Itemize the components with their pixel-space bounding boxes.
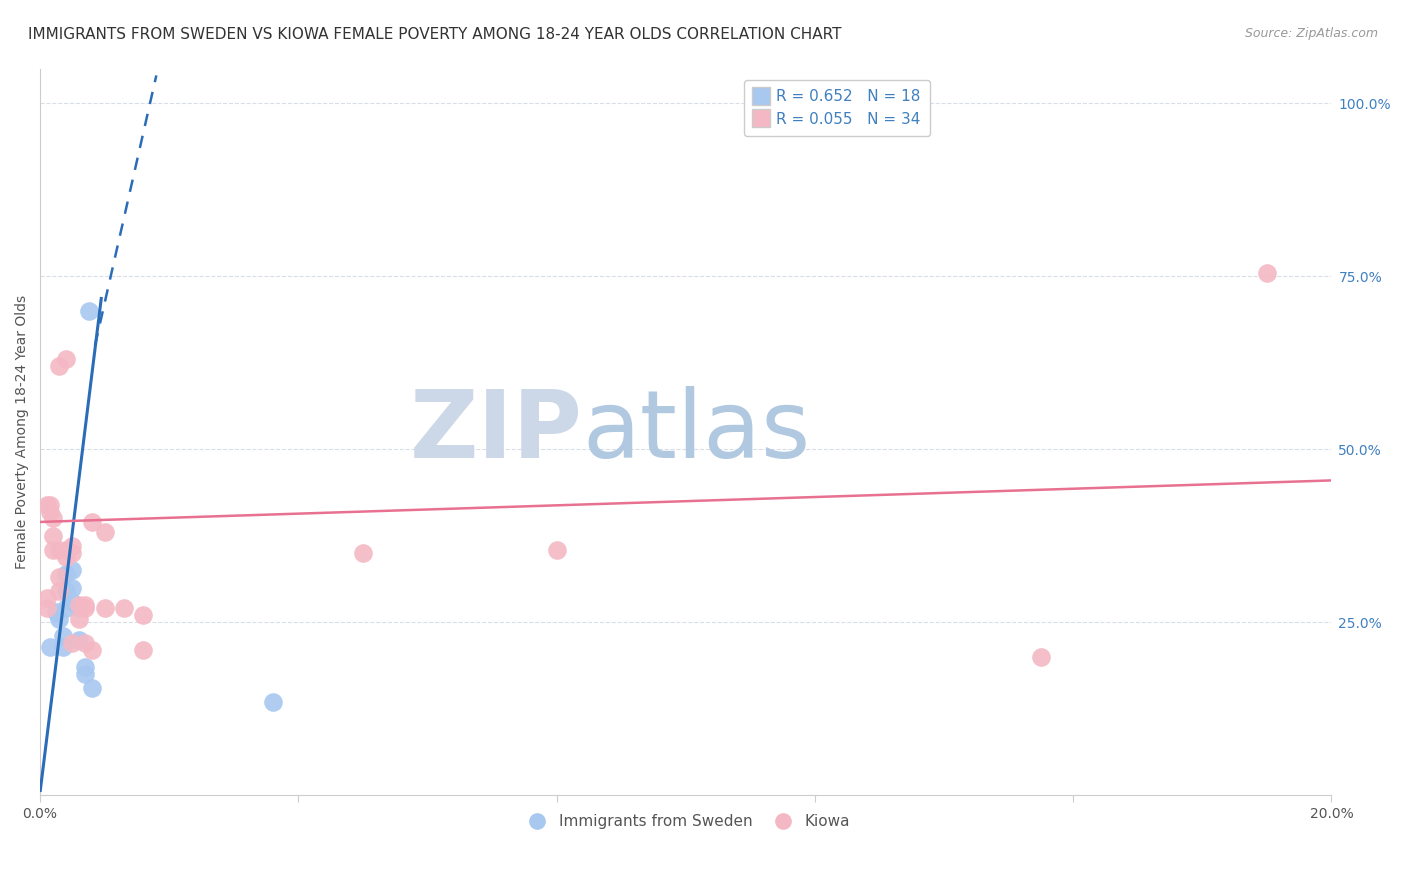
Point [75, 667, 97, 681]
Point [132, 643, 155, 657]
Point [60, 563, 83, 577]
Point [262, 695, 284, 709]
Point [55, 542, 77, 557]
Point [75, 601, 97, 615]
Point [55, 566, 77, 581]
Legend: Immigrants from Sweden, Kiowa: Immigrants from Sweden, Kiowa [516, 808, 856, 835]
Text: atlas: atlas [582, 386, 811, 478]
Point [60, 539, 83, 553]
Point [48, 542, 70, 557]
Point [1029, 649, 1052, 664]
Point [48, 584, 70, 599]
Point [60, 636, 83, 650]
Point [52, 640, 75, 654]
Point [67, 612, 90, 626]
Point [93, 601, 115, 615]
Y-axis label: Female Poverty Among 18-24 Year Olds: Female Poverty Among 18-24 Year Olds [15, 295, 30, 569]
Point [60, 594, 83, 608]
Point [546, 542, 568, 557]
Point [48, 570, 70, 584]
Point [55, 549, 77, 564]
Point [1256, 266, 1278, 280]
Point [35, 591, 58, 606]
Point [132, 608, 155, 623]
Text: ZIP: ZIP [409, 386, 582, 478]
Point [45, 605, 67, 619]
Point [80, 643, 103, 657]
Point [52, 629, 75, 643]
Point [42, 511, 65, 525]
Point [352, 546, 374, 560]
Point [80, 681, 103, 695]
Point [75, 660, 97, 674]
Text: Source: ZipAtlas.com: Source: ZipAtlas.com [1244, 27, 1378, 40]
Point [77, 303, 100, 318]
Point [80, 515, 103, 529]
Point [60, 546, 83, 560]
Point [48, 612, 70, 626]
Point [67, 632, 90, 647]
Point [67, 601, 90, 615]
Point [55, 352, 77, 367]
Point [38, 640, 60, 654]
Point [75, 636, 97, 650]
Point [55, 601, 77, 615]
Text: IMMIGRANTS FROM SWEDEN VS KIOWA FEMALE POVERTY AMONG 18-24 YEAR OLDS CORRELATION: IMMIGRANTS FROM SWEDEN VS KIOWA FEMALE P… [28, 27, 842, 42]
Point [55, 584, 77, 599]
Point [93, 525, 115, 540]
Point [112, 601, 135, 615]
Point [42, 542, 65, 557]
Point [38, 498, 60, 512]
Point [35, 601, 58, 615]
Point [38, 505, 60, 519]
Point [75, 598, 97, 612]
Point [42, 529, 65, 543]
Point [48, 359, 70, 374]
Point [67, 598, 90, 612]
Point [35, 498, 58, 512]
Point [60, 581, 83, 595]
